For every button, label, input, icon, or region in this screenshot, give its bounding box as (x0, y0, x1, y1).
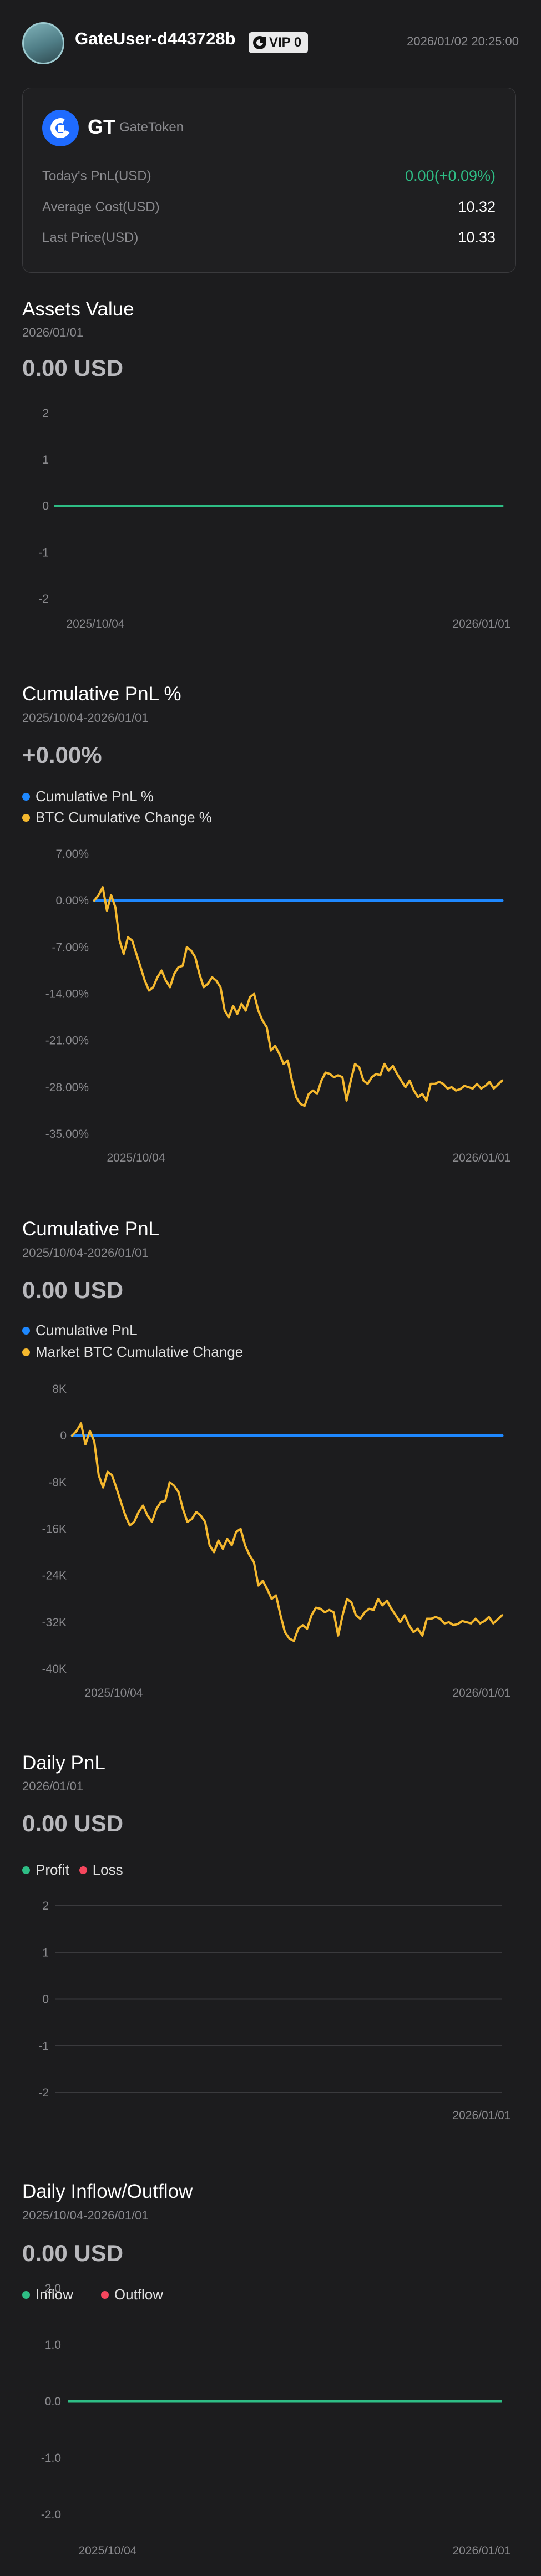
legend-label: BTC Cumulative Change % (36, 809, 212, 826)
legend-dot-blue (22, 792, 30, 801)
token-card (22, 88, 516, 273)
y-tick-label: 1 (42, 1946, 49, 1959)
legend-cum-pnl[interactable]: Cumulative PnL (22, 1322, 138, 1339)
inflow-outflow-chart[interactable]: 2.0 1.0 0.0 -1.0 -2.0 2025/10/04 2026/01/01 (0, 2270, 541, 2557)
y-tick-label: -1 (38, 2040, 49, 2053)
legend-label: Profit (36, 1861, 69, 1878)
legend-dot-green (22, 1866, 30, 1874)
average-cost-label: Average Cost(USD) (42, 200, 160, 215)
x-tick-label: 2025/10/04 (78, 2544, 136, 2557)
timestamp: 2026/01/02 20:25:00 (407, 34, 519, 48)
legend-dot-red (100, 2290, 109, 2299)
y-tick-label: 8K (52, 1383, 67, 1396)
legend-market-btc-change[interactable]: Market BTC Cumulative Change (22, 1343, 243, 1361)
y-tick-label: -16K (42, 1523, 67, 1536)
y-tick-label: 2 (42, 1900, 49, 1912)
y-tick-label: -2.0 (41, 2508, 61, 2521)
y-tick-label: -1 (38, 546, 49, 559)
legend-cum-pnl-pct[interactable]: Cumulative PnL % (22, 788, 154, 805)
y-tick-label: 0 (42, 1993, 49, 2006)
y-tick-label: -32K (42, 1616, 67, 1629)
legend-dot-blue (22, 1326, 30, 1335)
x-tick-label: 2025/10/04 (66, 618, 124, 630)
cum-pnl-pct-value: +0.00% (22, 742, 102, 768)
y-tick-label: -8K (48, 1476, 67, 1489)
x-tick-label: 2026/01/01 (452, 2109, 510, 2122)
y-tick-label: -28.00% (45, 1081, 89, 1094)
y-tick-label: 2 (42, 407, 49, 420)
average-cost-value: 10.32 (458, 198, 496, 215)
vip-label: VIP 0 (269, 35, 302, 50)
daily-pnl-title: Daily PnL (22, 1752, 105, 1774)
x-tick-label: 2026/01/01 (452, 1687, 510, 1699)
legend-dot-green (22, 2290, 30, 2299)
y-tick-label: -2 (38, 593, 49, 605)
todays-pnl-value: 0.00(+0.09%) (405, 167, 496, 184)
y-tick-label: 1.0 (45, 2339, 61, 2351)
legend-profit-loss[interactable]: Profit Loss (22, 1861, 123, 1878)
legend-label: Cumulative PnL (36, 1322, 138, 1338)
y-tick-label: 0.00% (55, 894, 89, 907)
legend-label: Outflow (114, 2286, 164, 2303)
cum-pnl-date: 2025/10/04-2026/01/01 (22, 1246, 149, 1260)
series-line-btc (71, 1422, 503, 1642)
legend-btc-change-pct[interactable]: BTC Cumulative Change % (22, 809, 212, 826)
y-tick-label: 7.00% (55, 848, 89, 861)
last-price-label: Last Price(USD) (42, 230, 139, 245)
daily-pnl-chart[interactable]: 2 1 0 -1 -2 2026/01/01 (0, 1891, 541, 2124)
gatetoken-logo-icon (42, 110, 79, 146)
assets-value-amount: 0.00 USD (22, 355, 124, 381)
vip-icon (253, 36, 266, 49)
x-tick-label: 2026/01/01 (452, 618, 510, 630)
y-tick-label: 2.0 (45, 2282, 61, 2295)
assets-value-date: 2026/01/01 (22, 325, 84, 339)
y-tick-label: 0 (60, 1429, 67, 1442)
inflow-outflow-value: 0.00 USD (22, 2240, 124, 2266)
legend-label: Inflow (36, 2286, 73, 2303)
x-tick-label: 2025/10/04 (107, 1152, 165, 1164)
legend-inflow-outflow[interactable]: Inflow Outflow (22, 2286, 163, 2303)
y-tick-label: -40K (42, 1663, 67, 1676)
todays-pnl-label: Today's PnL(USD) (42, 169, 151, 184)
inflow-outflow-date: 2025/10/04-2026/01/01 (22, 2208, 149, 2222)
assets-value-chart[interactable]: 2 1 0 -1 -2 2025/10/04 2026/01/01 (0, 399, 541, 632)
cum-pnl-pct-title: Cumulative PnL % (22, 683, 181, 705)
x-tick-label: 2026/01/01 (452, 1152, 510, 1164)
series-line-btc (93, 886, 503, 1107)
token-name: GateToken (119, 120, 184, 135)
y-tick-label: -1.0 (41, 2452, 61, 2465)
y-tick-label: 1 (42, 454, 49, 466)
legend-dot-yellow (22, 1348, 30, 1356)
y-tick-label: -7.00% (52, 941, 89, 954)
y-tick-label: 0 (42, 500, 49, 513)
cum-pnl-chart[interactable]: 8K 0 -8K -16K -24K -32K -40K 2025/10/04 2026/01/… (0, 1372, 541, 1699)
legend-label: Loss (92, 1861, 123, 1878)
cum-pnl-value: 0.00 USD (22, 1277, 124, 1303)
legend-dot-red (79, 1866, 87, 1874)
legend-label: Cumulative PnL % (36, 788, 154, 805)
y-tick-label: -21.00% (45, 1035, 89, 1047)
assets-value-title: Assets Value (22, 298, 134, 320)
inflow-outflow-title: Daily Inflow/Outflow (22, 2181, 193, 2202)
vip-badge: VIP 0 (249, 32, 309, 53)
y-tick-label: -2 (38, 2086, 49, 2099)
cum-pnl-pct-chart[interactable]: 7.00% 0.00% -7.00% -14.00% -21.00% -28.00% -35… (0, 837, 541, 1164)
token-symbol: GT (88, 115, 115, 138)
legend-dot-yellow (22, 813, 30, 822)
daily-pnl-value: 0.00 USD (22, 1810, 124, 1836)
cum-pnl-title: Cumulative PnL (22, 1218, 160, 1240)
username: GateUser-d443728b (75, 29, 236, 48)
daily-pnl-date: 2026/01/01 (22, 1779, 84, 1793)
y-tick-label: 0.0 (45, 2395, 61, 2408)
x-tick-label: 2025/10/04 (84, 1687, 143, 1699)
y-tick-label: -35.00% (45, 1128, 89, 1141)
y-tick-label: -14.00% (45, 988, 89, 1001)
legend-label: Market BTC Cumulative Change (36, 1343, 244, 1360)
x-tick-label: 2026/01/01 (452, 2544, 510, 2557)
last-price-value: 10.33 (458, 229, 496, 246)
cum-pnl-pct-date: 2025/10/04-2026/01/01 (22, 711, 149, 725)
y-tick-label: -24K (42, 1570, 67, 1582)
avatar[interactable] (22, 22, 64, 64)
